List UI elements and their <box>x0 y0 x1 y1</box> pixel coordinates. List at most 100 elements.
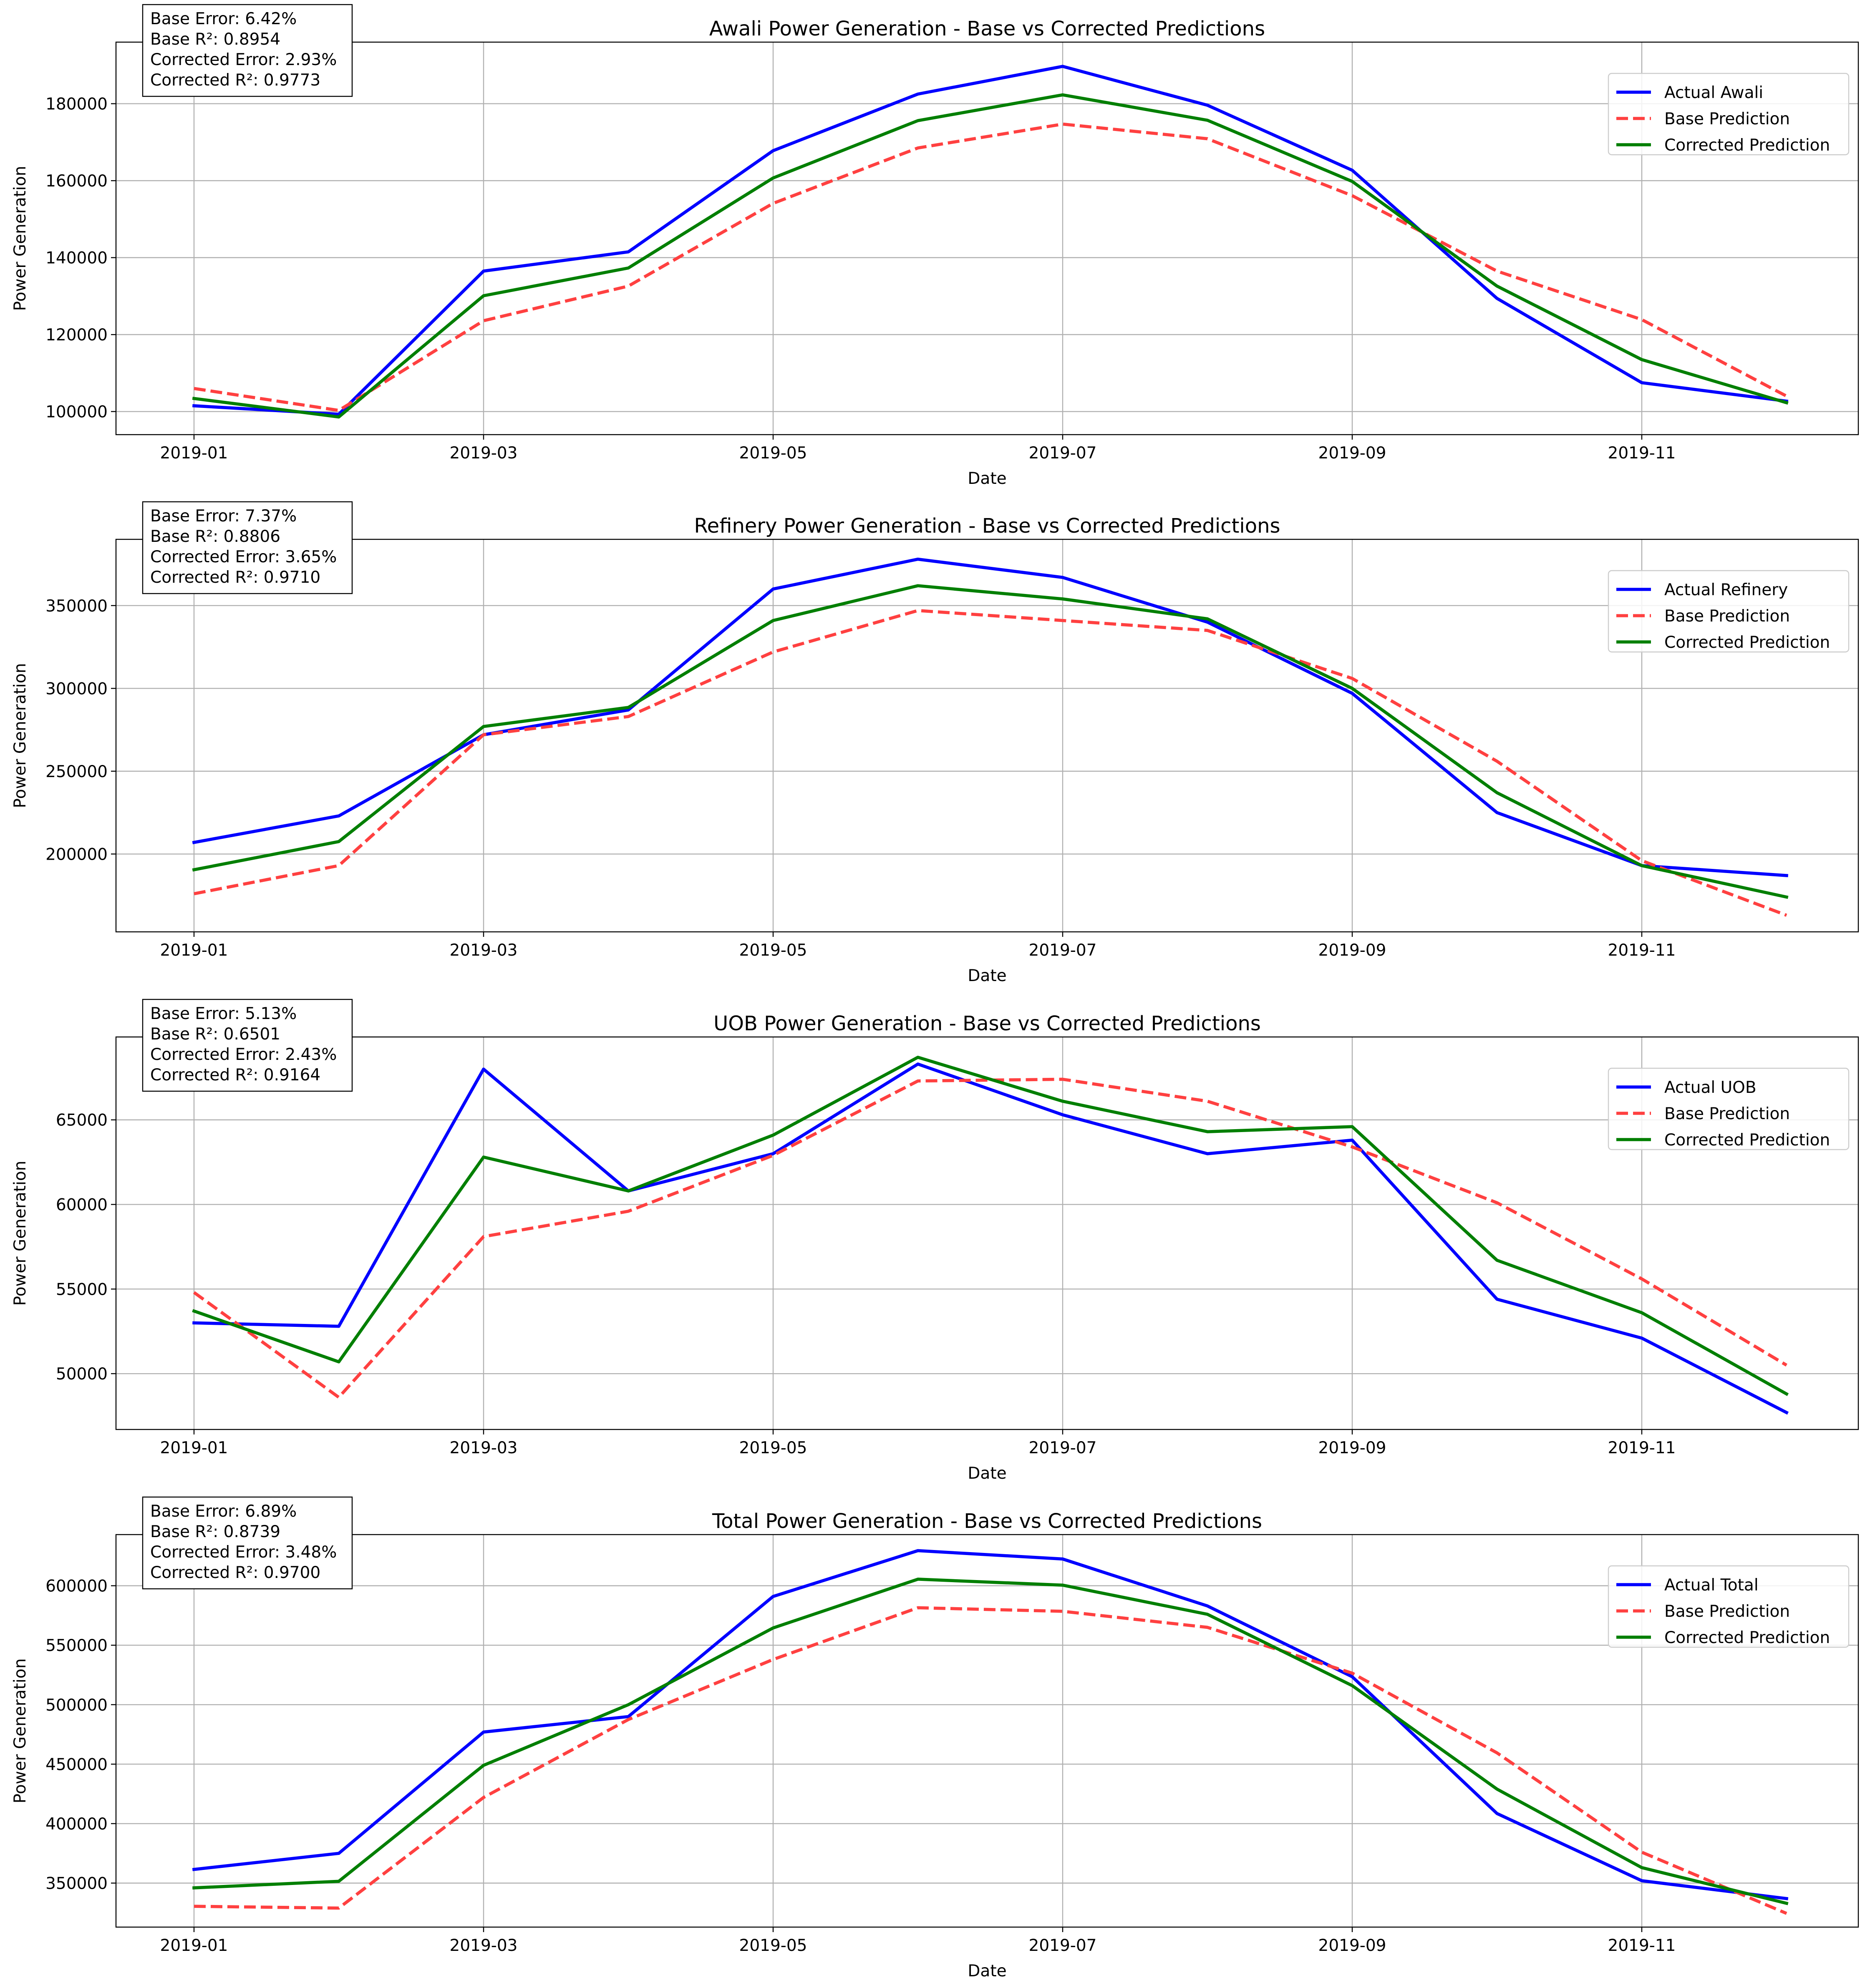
chart-title: Total Power Generation - Base vs Correct… <box>712 1510 1262 1533</box>
x-tick-label: 2019-11 <box>1608 1439 1676 1457</box>
x-tick-label: 2019-03 <box>450 444 518 463</box>
x-tick-label: 2019-09 <box>1318 1439 1386 1457</box>
legend-label: Base Prediction <box>1664 110 1790 128</box>
x-tick-label: 2019-05 <box>739 1936 807 1955</box>
y-tick-label: 65000 <box>56 1111 108 1130</box>
series-line-2 <box>194 609 1787 917</box>
subplot-2: 2019-01 2019-03 2019-05 2019-07 2019-09 2019-… <box>11 501 1859 985</box>
annotation-text: Corrected Error: 3.65% <box>150 548 337 566</box>
axes-frame <box>115 41 1859 435</box>
chart-title: Refinery Power Generation - Base vs Corr… <box>694 514 1280 538</box>
axes-frame <box>115 1534 1859 1928</box>
y-tick-label: 250000 <box>45 762 108 781</box>
y-tick-label: 600000 <box>45 1577 108 1596</box>
series-line-3 <box>192 584 1789 899</box>
annotation-text: Corrected R²: 0.9773 <box>150 71 320 90</box>
annotation-text: Base R²: 0.8739 <box>150 1522 280 1541</box>
legend-label: Corrected Prediction <box>1664 1628 1830 1647</box>
x-tick-label: 2019-09 <box>1318 444 1386 463</box>
legend-label: Base Prediction <box>1664 607 1790 626</box>
annotation-text: Base R²: 0.6501 <box>150 1025 280 1044</box>
x-axis-label: Date <box>968 1962 1006 1980</box>
x-tick-label: 2019-05 <box>739 941 807 960</box>
annotation-text: Corrected Error: 2.93% <box>150 50 337 69</box>
series-line-3 <box>192 93 1789 419</box>
y-tick-label: 120000 <box>45 326 108 345</box>
annotation-text: Base Error: 7.37% <box>150 507 297 526</box>
chart-title: Awali Power Generation - Base vs Correct… <box>709 17 1265 40</box>
y-axis-label: Power Generation <box>11 663 30 808</box>
legend-label: Corrected Prediction <box>1664 1131 1830 1150</box>
legend-label: Corrected Prediction <box>1664 633 1830 652</box>
annotation-text: Base Error: 6.89% <box>150 1502 297 1521</box>
legend-label: Base Prediction <box>1664 1105 1790 1123</box>
annotation-text: Corrected R²: 0.9164 <box>150 1066 320 1085</box>
x-axis-label: Date <box>968 1464 1006 1483</box>
x-tick-label: 2019-07 <box>1029 1936 1097 1955</box>
annotation-box <box>142 501 353 594</box>
y-axis-label: Power Generation <box>11 1161 30 1306</box>
x-axis-label: Date <box>968 469 1006 488</box>
annotation-text: Base R²: 0.8954 <box>150 30 280 49</box>
y-tick-label: 300000 <box>45 679 108 698</box>
y-tick-label: 60000 <box>56 1196 108 1215</box>
annotation-text: Base R²: 0.8806 <box>150 527 280 546</box>
legend-label: Base Prediction <box>1664 1602 1790 1621</box>
y-tick-label: 200000 <box>45 845 108 864</box>
x-tick-label: 2019-01 <box>160 1439 228 1457</box>
series-line-1 <box>192 557 1788 877</box>
x-tick-label: 2019-01 <box>160 444 228 463</box>
chart-title: UOB Power Generation - Base vs Corrected… <box>713 1012 1261 1035</box>
series-line-2 <box>194 1606 1787 1915</box>
axes-frame <box>115 1036 1859 1430</box>
x-tick-label: 2019-03 <box>450 941 518 960</box>
y-axis-label: Power Generation <box>11 166 30 311</box>
subplot-3: 2019-01 2019-03 2019-05 2019-07 2019-09 2019-… <box>11 999 1859 1483</box>
legend-box <box>1608 1565 1850 1648</box>
subplot-1: 2019-01 2019-03 2019-05 2019-07 2019-09 2019-… <box>11 4 1859 488</box>
x-tick-label: 2019-01 <box>160 941 228 960</box>
y-tick-label: 140000 <box>45 249 108 268</box>
legend-label: Actual Awali <box>1664 83 1763 102</box>
x-tick-label: 2019-07 <box>1029 941 1097 960</box>
y-tick-label: 50000 <box>56 1365 108 1384</box>
y-tick-label: 550000 <box>45 1636 108 1655</box>
annotation-text: Corrected Error: 3.48% <box>150 1543 337 1562</box>
y-tick-label: 500000 <box>45 1696 108 1715</box>
y-tick-label: 160000 <box>45 172 108 191</box>
x-tick-label: 2019-07 <box>1029 1439 1097 1457</box>
x-tick-label: 2019-03 <box>450 1439 518 1457</box>
series-line-1 <box>192 65 1789 416</box>
annotation-text: Corrected R²: 0.9710 <box>150 568 320 587</box>
x-tick-label: 2019-07 <box>1029 444 1097 463</box>
series-line-3 <box>192 1055 1789 1396</box>
annotation-text: Base Error: 6.42% <box>150 10 297 28</box>
series-line-3 <box>192 1578 1789 1905</box>
y-tick-label: 450000 <box>45 1755 108 1774</box>
y-tick-label: 400000 <box>45 1815 108 1834</box>
x-tick-label: 2019-09 <box>1318 941 1386 960</box>
y-tick-label: 350000 <box>45 597 108 616</box>
series-line-1 <box>192 1549 1789 1900</box>
x-tick-label: 2019-11 <box>1608 444 1676 463</box>
x-tick-label: 2019-09 <box>1318 1936 1386 1955</box>
legend-label: Actual Total <box>1664 1576 1759 1595</box>
x-tick-label: 2019-11 <box>1608 1936 1676 1955</box>
axes-frame <box>115 539 1859 933</box>
y-axis-label: Power Generation <box>11 1658 30 1804</box>
y-tick-label: 350000 <box>45 1874 108 1893</box>
annotation-text: Base Error: 5.13% <box>150 1004 297 1023</box>
y-tick-label: 100000 <box>45 403 108 422</box>
series-line-1 <box>192 1062 1789 1415</box>
series-line-2 <box>194 122 1787 412</box>
x-axis-label: Date <box>968 966 1006 985</box>
x-tick-label: 2019-03 <box>450 1936 518 1955</box>
legend-box <box>1608 73 1850 156</box>
x-tick-label: 2019-05 <box>739 1439 807 1457</box>
y-tick-label: 55000 <box>56 1280 108 1299</box>
y-tick-label: 180000 <box>45 95 108 114</box>
legend-box <box>1608 1067 1850 1150</box>
annotation-box <box>142 1496 353 1590</box>
